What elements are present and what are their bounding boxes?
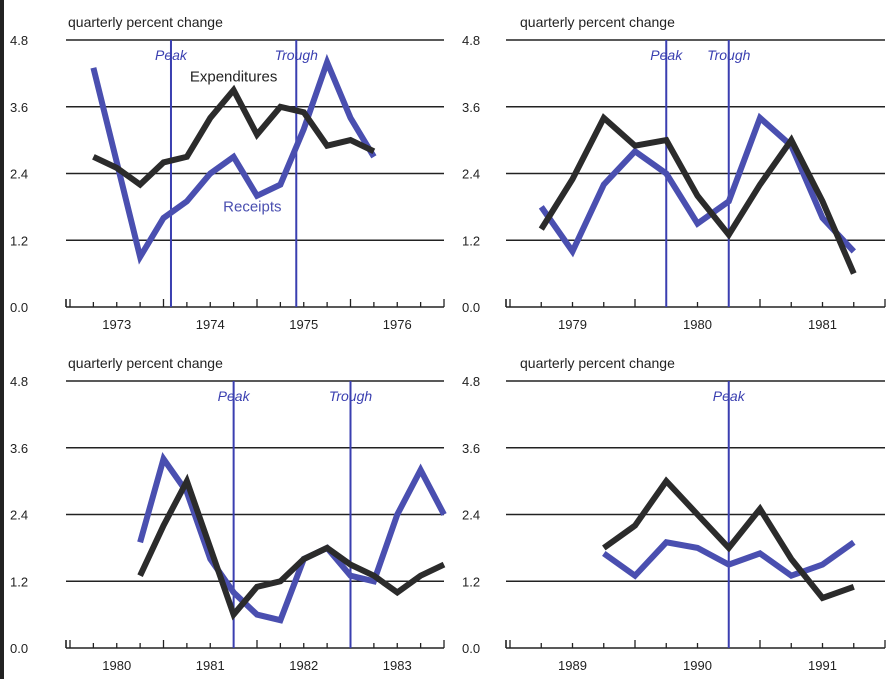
y-tick-label: 4.8 xyxy=(10,33,28,48)
series-receipts-line xyxy=(538,112,856,258)
x-tick-label: 1981 xyxy=(196,658,225,673)
panel-2: quarterly percent change 4.8 3.6 2.4 1.2 0.0 1… xyxy=(462,14,886,332)
x-tick-label: 1975 xyxy=(289,317,318,332)
series-expenditures-line xyxy=(602,476,855,602)
series-receipts-line xyxy=(90,53,377,265)
x-tick-label: 1983 xyxy=(383,658,412,673)
event-label-peak: Peak xyxy=(218,388,251,404)
y-tick-label: 3.6 xyxy=(10,441,28,456)
series-receipts-label: Receipts xyxy=(223,198,281,215)
series-receipts-line xyxy=(602,539,856,580)
event-label-trough: Trough xyxy=(275,47,319,63)
series-expenditures-line xyxy=(538,113,857,275)
y-tick-label: 2.4 xyxy=(10,167,28,182)
y-tick-label: 3.6 xyxy=(462,100,480,115)
x-tick-label: 1974 xyxy=(196,317,225,332)
y-axis-label: quarterly percent change xyxy=(68,355,223,371)
y-tick-label: 1.2 xyxy=(462,233,480,248)
panel-4: quarterly percent change 4.8 3.6 2.4 1.2 0.0 1… xyxy=(462,355,886,673)
y-tick-label: 0.0 xyxy=(10,641,28,656)
y-axis-label: quarterly percent change xyxy=(68,14,223,30)
event-label-peak: Peak xyxy=(155,47,188,63)
x-tick-label: 1982 xyxy=(289,658,318,673)
left-border xyxy=(0,0,4,679)
series-expenditures-label: Expenditures xyxy=(190,69,278,86)
y-tick-label: 4.8 xyxy=(10,374,28,389)
y-tick-label: 4.8 xyxy=(462,33,480,48)
panel-3: quarterly percent change 4.8 3.6 2.4 1.2 0.0 1… xyxy=(10,355,447,673)
y-tick-label: 3.6 xyxy=(462,441,480,456)
event-label-trough: Trough xyxy=(707,47,751,63)
y-axis-label: quarterly percent change xyxy=(520,14,675,30)
x-tick-label: 1991 xyxy=(808,658,837,673)
panel-1: quarterly percent change 4.8 3.6 2.4 1.2 0.0 1… xyxy=(10,14,445,332)
series-expenditures-line xyxy=(137,473,446,621)
x-tick-label: 1980 xyxy=(102,658,131,673)
y-tick-label: 0.0 xyxy=(462,300,480,315)
y-tick-label: 2.4 xyxy=(462,167,480,182)
y-tick-label: 0.0 xyxy=(10,300,28,315)
x-tick-label: 1976 xyxy=(383,317,412,332)
series-expenditures-line xyxy=(92,84,376,189)
x-tick-label: 1989 xyxy=(558,658,587,673)
x-tick-label: 1981 xyxy=(808,317,837,332)
event-label-trough: Trough xyxy=(329,388,373,404)
y-tick-label: 4.8 xyxy=(462,374,480,389)
y-tick-label: 1.2 xyxy=(462,574,480,589)
event-label-peak: Peak xyxy=(713,388,746,404)
chart-panels: quarterly percent change 4.8 3.6 2.4 1.2 0.0 1… xyxy=(10,14,886,673)
x-tick-label: 1980 xyxy=(683,317,712,332)
y-tick-label: 2.4 xyxy=(462,508,480,523)
y-axis-label: quarterly percent change xyxy=(520,355,675,371)
x-tick-label: 1990 xyxy=(683,658,712,673)
event-label-peak: Peak xyxy=(650,47,683,63)
y-tick-label: 1.2 xyxy=(10,574,28,589)
x-tick-label: 1973 xyxy=(102,317,131,332)
y-tick-label: 3.6 xyxy=(10,100,28,115)
y-tick-label: 2.4 xyxy=(10,508,28,523)
y-tick-label: 0.0 xyxy=(462,641,480,656)
series-receipts-line xyxy=(137,451,447,624)
x-tick-label: 1979 xyxy=(558,317,587,332)
y-tick-label: 1.2 xyxy=(10,233,28,248)
